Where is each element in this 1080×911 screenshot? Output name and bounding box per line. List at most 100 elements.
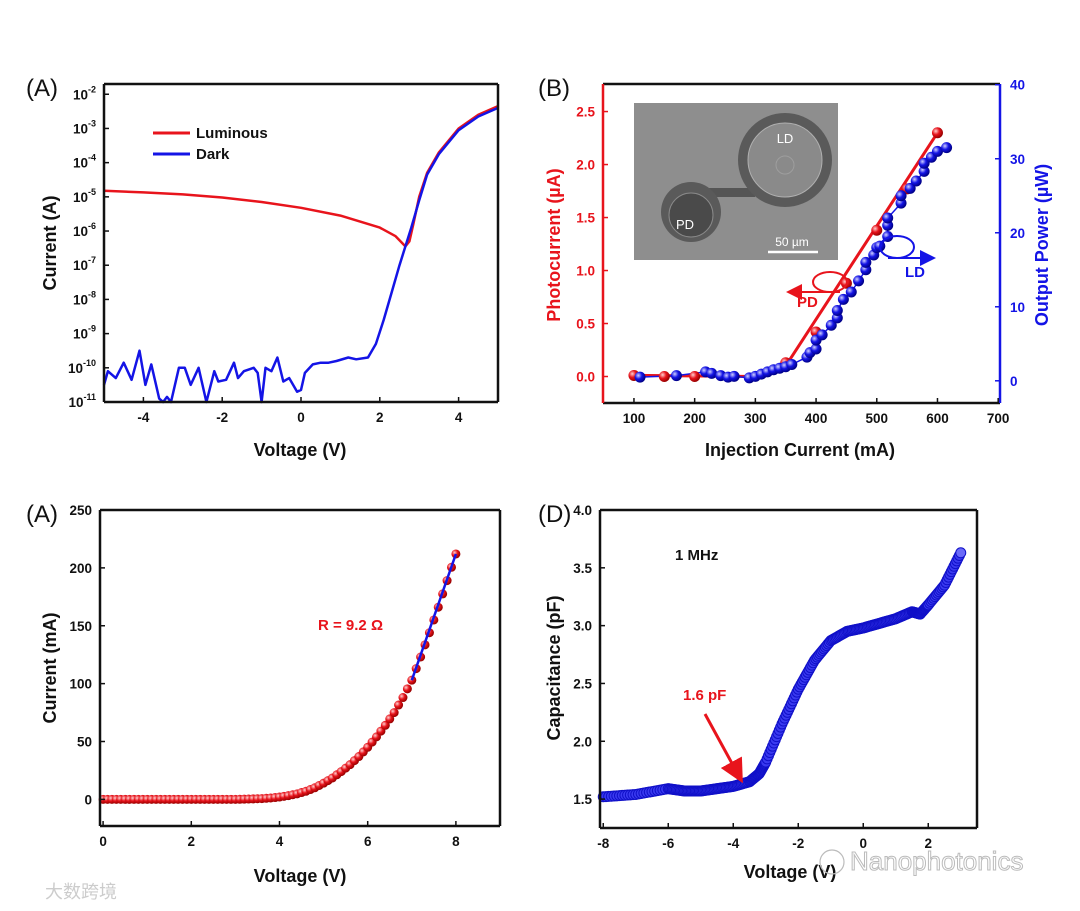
ld-data-point bbox=[810, 343, 822, 355]
d-x-tick-label: 0 bbox=[859, 836, 867, 851]
a2-x-tick-label: 8 bbox=[452, 834, 460, 849]
ld-data-point bbox=[853, 275, 865, 287]
b-left-y-tick-label: 1.5 bbox=[576, 211, 595, 226]
tick-base: 10 bbox=[73, 87, 88, 102]
a2-y-tick-label: 150 bbox=[69, 619, 92, 634]
tick-base: 10 bbox=[68, 395, 83, 410]
d-x-tick-label: -8 bbox=[597, 836, 609, 851]
a2-x-tick-label: 2 bbox=[188, 834, 196, 849]
tick-base: 10 bbox=[73, 156, 88, 171]
b-left-y-tick-label: 0.0 bbox=[576, 370, 595, 385]
legend-label-dark: Dark bbox=[196, 146, 230, 163]
d-y-tick-label: 4.0 bbox=[573, 503, 592, 518]
d-x-tick-label: -6 bbox=[662, 836, 674, 851]
a1-y-axis-title: Current (A) bbox=[40, 196, 60, 291]
ld-data-point bbox=[918, 157, 930, 169]
ld-data-point bbox=[634, 371, 646, 383]
d-y-tick-label: 3.5 bbox=[573, 561, 592, 576]
tick-exponent: -3 bbox=[88, 118, 96, 128]
capacitance-arrow bbox=[703, 713, 743, 784]
a1-y-tick-label: 10-3 bbox=[73, 118, 96, 136]
ld-data-point bbox=[831, 304, 843, 316]
panel-label-a1: (A) bbox=[26, 75, 58, 102]
pd-data-point bbox=[871, 224, 883, 236]
a1-x-tick-label: 0 bbox=[297, 410, 305, 425]
watermark-logo-icon bbox=[819, 849, 845, 875]
b-left-axis-title: Photocurrent (µA) bbox=[544, 168, 564, 321]
a2-x-tick-label: 6 bbox=[364, 834, 372, 849]
a1-x-tick-label: 4 bbox=[455, 410, 463, 425]
a1-y-tick-label: 10-6 bbox=[73, 221, 96, 239]
tick-exponent: -7 bbox=[88, 255, 96, 265]
a2-y-axis-title: Current (mA) bbox=[40, 612, 60, 723]
b-right-y-tick-label: 40 bbox=[1010, 78, 1025, 93]
d-y-tick-label: 2.5 bbox=[573, 676, 592, 691]
b-left-y-tick-label: 2.5 bbox=[576, 105, 595, 120]
iv-data-point bbox=[394, 700, 404, 710]
iv-data-point bbox=[380, 720, 390, 730]
tick-exponent: -9 bbox=[88, 324, 96, 334]
inset-ld-center bbox=[775, 155, 795, 175]
b-left-y-tick-label: 0.5 bbox=[576, 317, 595, 332]
tick-exponent: -4 bbox=[88, 153, 96, 163]
b-x-tick-label: 100 bbox=[623, 411, 646, 426]
b-x-tick-label: 700 bbox=[987, 411, 1010, 426]
ld-data-point bbox=[882, 212, 894, 224]
resistance-annotation: R = 9.2 Ω bbox=[318, 617, 383, 634]
iv-data-point bbox=[451, 549, 461, 559]
tick-base: 10 bbox=[68, 361, 83, 376]
ld-data-point bbox=[860, 256, 872, 268]
legend-label-luminous: Luminous bbox=[196, 125, 268, 142]
tick-base: 10 bbox=[73, 258, 88, 273]
b-left-y-tick-label: 2.0 bbox=[576, 158, 595, 173]
b-right-y-tick-label: 10 bbox=[1010, 300, 1025, 315]
inset-pd-label: PD bbox=[676, 217, 694, 232]
a1-y-tick-label: 10-4 bbox=[73, 153, 96, 171]
b-right-y-tick-label: 30 bbox=[1010, 152, 1025, 167]
inset-pd-disk bbox=[668, 192, 714, 238]
frequency-annotation: 1 MHz bbox=[675, 547, 718, 564]
a1-y-tick-label: 10-2 bbox=[73, 84, 96, 102]
watermark-nanophotonics: Nanophotonics bbox=[850, 846, 1023, 876]
a1-x-tick-label: -4 bbox=[137, 410, 149, 425]
ld-data-point bbox=[837, 293, 849, 305]
ld-data-point bbox=[816, 329, 828, 341]
tick-exponent: -11 bbox=[83, 392, 96, 402]
pd-data-point bbox=[931, 127, 943, 139]
ld-data-point bbox=[728, 370, 740, 382]
b-right-y-tick-label: 0 bbox=[1010, 374, 1018, 389]
b-right-axis-title: Output Power (µW) bbox=[1032, 164, 1052, 326]
d-x-axis-title: Voltage (V) bbox=[744, 862, 837, 882]
iv-data-point bbox=[389, 708, 399, 718]
a1-x-tick-label: -2 bbox=[216, 410, 228, 425]
d-y-tick-label: 3.0 bbox=[573, 619, 592, 634]
a1-y-tick-label: 10-8 bbox=[73, 289, 96, 307]
a2-y-tick-label: 100 bbox=[69, 677, 92, 692]
b-left-y-tick-label: 1.0 bbox=[576, 264, 595, 279]
ld-data-point bbox=[895, 190, 907, 202]
iv-data-point bbox=[402, 684, 412, 694]
a1-x-axis-title: Voltage (V) bbox=[254, 440, 347, 460]
a2-y-tick-label: 50 bbox=[77, 735, 92, 750]
watermark-cn: 大数跨境 bbox=[45, 882, 117, 902]
tick-base: 10 bbox=[73, 121, 88, 136]
tick-base: 10 bbox=[73, 190, 88, 205]
series-line-luminous bbox=[103, 105, 499, 248]
b-x-tick-label: 600 bbox=[926, 411, 949, 426]
inset-waveguide bbox=[700, 188, 755, 197]
panel-label-a2: (A) bbox=[26, 501, 58, 528]
ld-data-point bbox=[941, 142, 953, 154]
a2-x-tick-label: 4 bbox=[276, 834, 284, 849]
panel-label-d: (D) bbox=[538, 501, 571, 528]
b-right-y-tick-label: 20 bbox=[1010, 226, 1025, 241]
a1-y-tick-label: 10-11 bbox=[68, 392, 96, 410]
capacitance-annotation: 1.6 pF bbox=[683, 687, 726, 704]
ld-data-point bbox=[845, 286, 857, 298]
a2-y-tick-label: 0 bbox=[84, 792, 92, 807]
ld-annotation: LD bbox=[905, 264, 925, 281]
b-x-axis-title: Injection Current (mA) bbox=[705, 440, 895, 460]
a1-x-tick-label: 2 bbox=[376, 410, 384, 425]
a2-y-tick-label: 200 bbox=[69, 561, 92, 576]
tick-exponent: -8 bbox=[88, 289, 96, 299]
